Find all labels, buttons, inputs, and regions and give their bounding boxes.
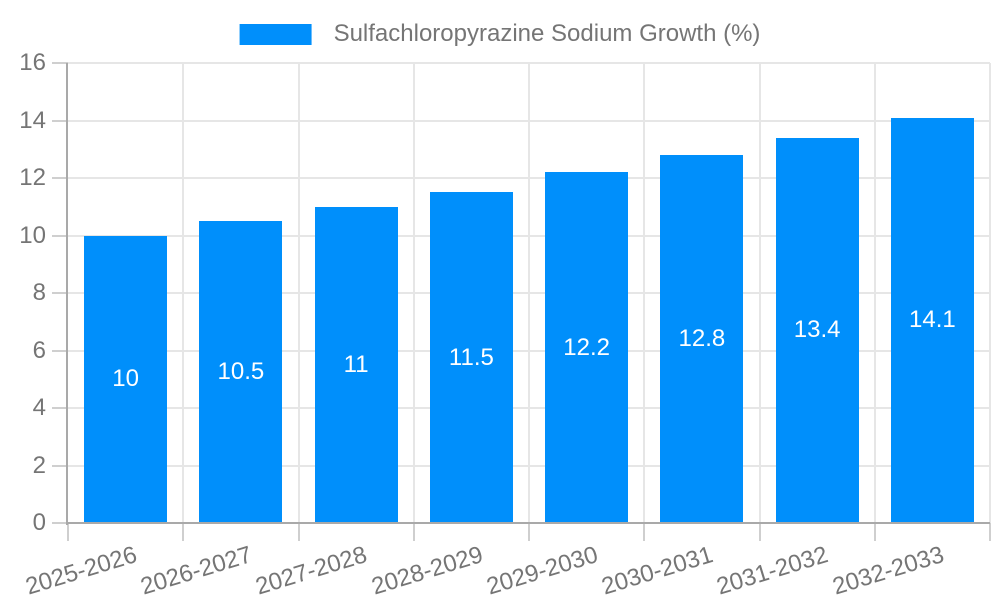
bar-value-label: 12.2 <box>563 333 610 361</box>
x-axis-line <box>66 522 990 524</box>
y-axis-tick <box>52 522 68 524</box>
x-axis-category-label: 2031-2032 <box>713 541 832 600</box>
x-axis-category-label: 2028-2029 <box>368 541 486 600</box>
x-axis-tick <box>989 523 991 541</box>
bar-value-label: 14.1 <box>909 306 956 334</box>
bar-value-label: 11.5 <box>448 343 494 371</box>
x-axis-category-label: 2025-2026 <box>22 541 140 600</box>
x-axis-category-label: 2029-2030 <box>483 541 601 600</box>
y-axis-tick <box>52 177 68 179</box>
y-axis-tick <box>52 62 68 64</box>
bar-2028-2029[interactable] <box>429 192 513 522</box>
y-axis-tick-label: 4 <box>32 394 46 421</box>
y-axis-tick-label: 10 <box>19 221 46 249</box>
x-axis-category-label: 2027-2028 <box>252 541 371 600</box>
bar-value-label: 10.5 <box>217 358 265 386</box>
x-gridline <box>528 63 530 523</box>
bar-value-label: 12.8 <box>678 325 726 352</box>
y-axis-line <box>66 63 68 525</box>
x-axis-tick <box>67 523 69 541</box>
y-axis-tick-label: 12 <box>19 164 46 191</box>
x-gridline <box>758 63 761 523</box>
y-axis-tick-label: 2 <box>32 451 46 479</box>
x-axis-tick <box>182 523 185 541</box>
x-axis-category-label: 2026-2027 <box>137 541 256 600</box>
y-axis-tick-label: 16 <box>19 49 46 76</box>
x-gridline <box>297 63 300 523</box>
x-axis-tick <box>873 523 876 541</box>
x-axis-tick <box>412 523 415 541</box>
y-axis-tick-label: 14 <box>19 106 46 134</box>
bar-2029-2030[interactable] <box>545 172 629 522</box>
bar-2025-2026[interactable] <box>84 235 168 522</box>
bar-2032-2033[interactable] <box>890 117 974 522</box>
x-gridline <box>182 63 185 523</box>
x-gridline <box>873 63 876 523</box>
x-axis-category-label: 2030-2031 <box>598 541 717 600</box>
x-gridline <box>643 63 646 523</box>
x-axis-tick <box>528 523 530 541</box>
legend[interactable]: Sulfachloropyrazine Sodium Growth (%) <box>239 20 761 48</box>
legend-swatch <box>239 23 312 45</box>
legend-label: Sulfachloropyrazine Sodium Growth (%) <box>333 20 761 47</box>
y-axis-tick-label: 6 <box>32 336 46 364</box>
bar-2030-2031[interactable] <box>660 155 744 522</box>
x-axis-tick <box>643 523 646 541</box>
bar-value-label: 11 <box>343 350 369 378</box>
y-axis-tick <box>52 407 68 409</box>
x-gridline <box>989 63 991 523</box>
bar-2027-2028[interactable] <box>314 206 398 522</box>
y-axis-tick <box>52 349 68 352</box>
bar-value-label: 10 <box>112 365 139 393</box>
bar-2026-2027[interactable] <box>199 221 283 522</box>
x-gridline <box>412 63 415 523</box>
x-axis-tick <box>297 523 300 541</box>
y-axis-tick-label: 0 <box>32 509 46 536</box>
bar-2031-2032[interactable] <box>775 137 859 522</box>
x-axis-category-label: 2032-2033 <box>829 541 947 600</box>
y-axis-tick <box>52 464 68 467</box>
y-axis-tick-label: 8 <box>32 279 46 306</box>
x-axis-tick <box>758 523 761 541</box>
y-axis-tick <box>52 234 68 237</box>
y-axis-tick <box>52 119 68 122</box>
bar-value-label: 13.4 <box>793 316 841 344</box>
y-axis-tick <box>52 292 68 294</box>
